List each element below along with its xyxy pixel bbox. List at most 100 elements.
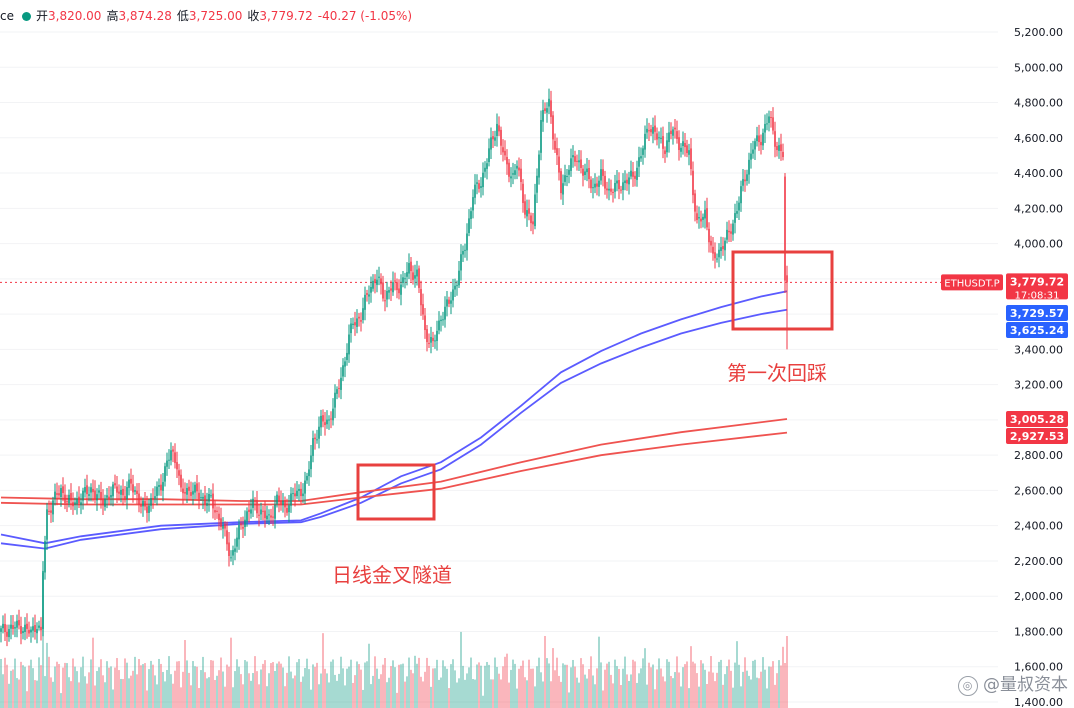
volume-bar [208,677,210,708]
volume-bar [278,661,280,708]
candle-body [72,502,74,507]
volume-bar [498,673,500,708]
candle-body [354,322,356,326]
candle-body [16,620,18,628]
volume-bar [298,659,300,708]
candle-body [776,146,778,151]
candle-body [562,183,564,195]
candle-body [400,284,402,295]
volume-bar [140,665,142,708]
volume-bar [206,678,208,708]
volume-bar [350,659,352,708]
volume-bar [334,674,336,708]
candle-body [546,108,548,113]
volume-bar [64,662,66,708]
volume-bar [236,659,238,708]
candle-body [648,130,650,132]
volume-bar [22,665,24,708]
volume-bar [356,661,358,708]
volume-bar [444,666,446,708]
volume-bar [580,658,582,708]
candle-body [80,502,82,505]
y-tick-label: 4,800.00 [1014,97,1063,110]
volume-bar [624,656,626,708]
volume-bar [72,658,74,708]
volume-bar [626,674,628,708]
volume-bar [632,659,634,708]
candle-body [672,129,674,136]
volume-bar [642,658,644,708]
candle-body [530,215,532,224]
y-tick-label: 4,400.00 [1014,167,1063,180]
candle-body [244,519,246,527]
candle-body [444,306,446,320]
candle-body [662,136,664,149]
candle-body [756,135,758,142]
volume-bar [4,657,6,708]
candle-body [48,510,50,512]
candle-body [696,213,698,221]
grid [0,31,998,703]
volume-bar [162,671,164,708]
volume-bar [594,684,596,708]
low-label: 低 [176,9,189,23]
candle-body [764,123,766,133]
candle-body [594,183,596,188]
candle-body [58,493,60,496]
candle-body [600,169,602,181]
candle-body [2,623,4,629]
high-label: 高 [106,9,119,23]
volume-bar [706,683,708,708]
volume-bar [630,674,632,708]
candle-body [298,488,300,491]
volume-bar [516,688,518,708]
candle-body [478,183,480,189]
volume-bar [240,674,242,708]
volume-bar [746,670,748,708]
volume-bar [720,659,722,708]
volume-bar [466,673,468,708]
volume-bar [200,670,202,708]
candle-body [280,501,282,505]
volume-bar [220,657,222,708]
volume-bar [638,673,640,708]
candle-body [778,145,780,151]
candle-body [750,153,752,160]
volume-bar [514,663,516,708]
y-axis[interactable]: 5,200.00 5,000.00 4,800.00 4,600.00 4,400.00… [1014,26,1063,708]
candle-body [642,148,644,155]
candle-body [310,455,312,470]
y-tick-label: 3,400.00 [1014,343,1063,356]
volume-bar [274,671,276,708]
volume-bar [538,657,540,708]
volume-bar [434,668,436,708]
price-tag-label: 3,005.28 [1010,413,1064,426]
candle-body [450,300,452,304]
candle-body [728,230,730,233]
candle-body [20,626,22,634]
candle-body [472,197,474,211]
volume-bar [598,636,600,708]
candle-body [6,631,8,637]
volume-bar [730,670,732,708]
candle-body [568,169,570,175]
candle-body [18,620,20,626]
volume-bar [722,684,724,708]
candle-body [350,323,352,334]
volume-bar [422,681,424,708]
symbol-tag-bg [941,274,1003,291]
candle-body [540,120,542,153]
volume-bar [80,667,82,708]
candle-body [592,187,594,189]
candle-body [10,624,12,629]
candle-body [366,293,368,295]
volume-bar [254,656,256,708]
volume-bar [544,636,546,708]
candle-body [712,246,714,254]
y-tick-label: 4,200.00 [1014,202,1063,215]
volume-bar [98,667,100,708]
candle-body [330,418,332,420]
candle-body [182,488,184,494]
volume-bar [244,660,246,708]
